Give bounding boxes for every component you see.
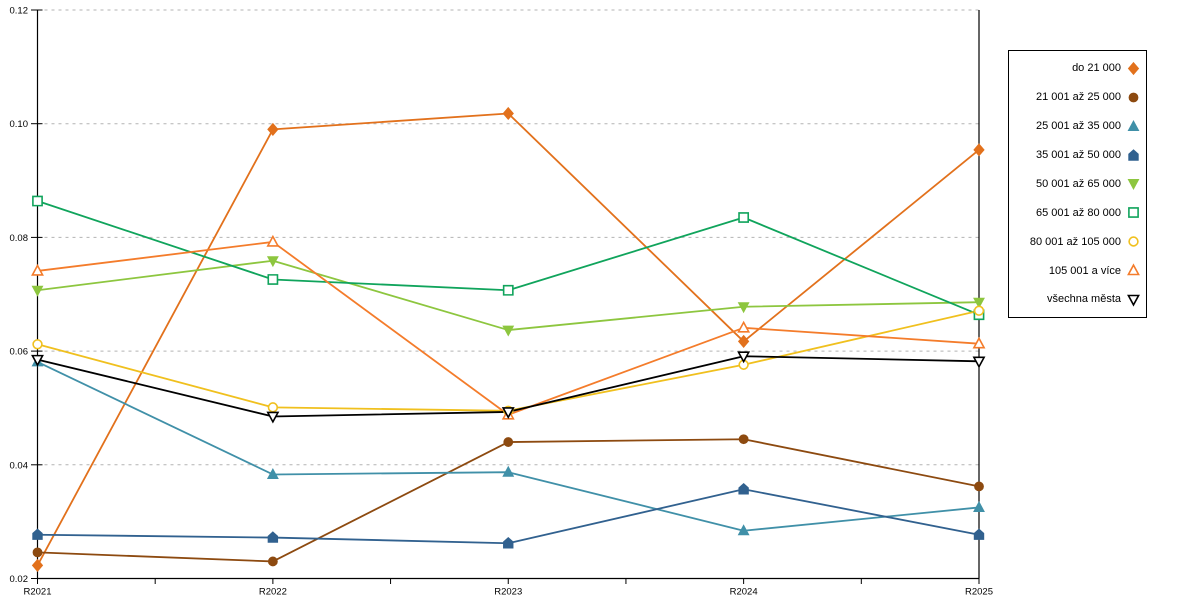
triangle-down-marker-icon [1127, 294, 1140, 307]
legend-item: 25 001 až 35 000 [1009, 112, 1146, 140]
legend-item-label: 105 001 a více [1048, 264, 1121, 277]
data-point-marker [266, 256, 279, 268]
x-tick-label: R2024 [730, 587, 758, 598]
x-tick-label: R2021 [24, 587, 52, 598]
legend-item-label: 25 001 až 35 000 [1035, 120, 1121, 133]
x-tick-label: R2025 [965, 587, 993, 598]
data-point-marker [267, 531, 279, 543]
data-point-marker [738, 482, 749, 495]
data-point-marker [267, 122, 279, 136]
legend-item: 21 001 až 25 000 [1009, 83, 1146, 111]
data-point-marker [974, 481, 984, 492]
triangle-up-marker-icon [1127, 263, 1140, 276]
data-point-marker [502, 284, 514, 296]
data-point-marker [32, 547, 43, 558]
legend-item-label: všechna města [1047, 293, 1121, 306]
data-point-marker [1128, 148, 1139, 161]
data-point-marker [973, 500, 985, 512]
x-tick-label: R2023 [494, 587, 522, 598]
legend-item: do 21 000 [1009, 54, 1146, 82]
y-tick-label: 0.02 [10, 574, 29, 585]
square-marker-icon [1128, 207, 1139, 219]
data-point-marker [738, 212, 750, 223]
data-point-marker [973, 297, 985, 309]
data-point-marker [738, 434, 749, 445]
data-point-marker [502, 465, 515, 477]
data-point-marker [267, 402, 279, 413]
circle-marker-icon [1128, 236, 1139, 247]
data-point-marker [973, 528, 985, 540]
legend-item-label: 65 001 až 80 000 [1035, 206, 1121, 219]
legend-item: 65 001 až 80 000 [1009, 199, 1146, 227]
data-point-marker [32, 339, 43, 350]
series-line [37, 200, 980, 316]
legend: do 21 000 21 001 až 25 000 25 001 až 35 00… [1008, 50, 1147, 318]
legend-item-label: 80 001 až 105 000 [1029, 235, 1121, 248]
series-line [37, 488, 980, 545]
data-point-marker [501, 407, 515, 420]
data-point-marker [503, 437, 514, 447]
y-tick-label: 0.12 [10, 6, 29, 17]
data-point-marker [1127, 263, 1140, 276]
pentagon-marker-icon [1128, 148, 1139, 161]
data-point-marker [737, 302, 750, 314]
triangle-up-marker-icon [1127, 119, 1140, 131]
data-point-marker [1128, 236, 1139, 247]
data-point-marker [1128, 207, 1139, 219]
x-tick-label: R2022 [259, 587, 287, 598]
legend-item: 50 001 až 65 000 [1009, 170, 1146, 198]
data-point-marker [266, 234, 280, 247]
legend-item-label: 35 001 až 50 000 [1035, 149, 1121, 162]
legend-item: 105 001 a více [1009, 257, 1146, 285]
y-tick-label: 0.08 [10, 233, 29, 244]
data-point-marker [1127, 119, 1140, 131]
data-point-marker [32, 195, 43, 207]
legend-item-label: do 21 000 [1072, 62, 1121, 75]
data-point-marker [737, 334, 750, 349]
series-line [36, 112, 980, 566]
legend-item: 35 001 až 50 000 [1009, 141, 1146, 169]
data-point-marker [502, 325, 515, 337]
data-point-marker [31, 354, 44, 367]
data-point-marker [972, 336, 986, 349]
data-point-marker [31, 285, 44, 297]
data-point-marker [737, 351, 751, 364]
data-point-marker [503, 536, 514, 549]
data-point-marker [32, 528, 43, 540]
data-point-marker [1127, 179, 1140, 191]
data-point-marker [737, 524, 750, 536]
legend-item: 80 001 až 105 000 [1009, 228, 1146, 256]
data-point-marker [266, 468, 279, 479]
data-point-marker [973, 305, 985, 316]
legend-item-label: 50 001 až 65 000 [1035, 177, 1121, 190]
legend-item-label: 21 001 až 25 000 [1035, 91, 1121, 104]
data-point-marker [31, 558, 44, 572]
diamond-marker-icon [1127, 61, 1140, 76]
data-point-marker [737, 320, 751, 333]
y-tick-label: 0.04 [10, 460, 29, 471]
y-tick-label: 0.10 [10, 119, 29, 130]
data-point-marker [502, 106, 514, 121]
data-point-marker [267, 274, 279, 285]
data-point-marker [973, 143, 985, 157]
data-point-marker [1127, 294, 1140, 307]
data-point-marker [266, 411, 280, 424]
data-point-marker [267, 556, 278, 567]
triangle-down-marker-icon [1127, 179, 1140, 191]
legend-item: všechna města [1009, 285, 1146, 313]
y-tick-label: 0.06 [10, 347, 29, 358]
data-point-marker [31, 263, 44, 276]
data-point-marker [1128, 92, 1139, 103]
data-point-marker [1127, 61, 1140, 76]
data-point-marker [972, 356, 986, 369]
circle-marker-icon [1128, 92, 1139, 103]
